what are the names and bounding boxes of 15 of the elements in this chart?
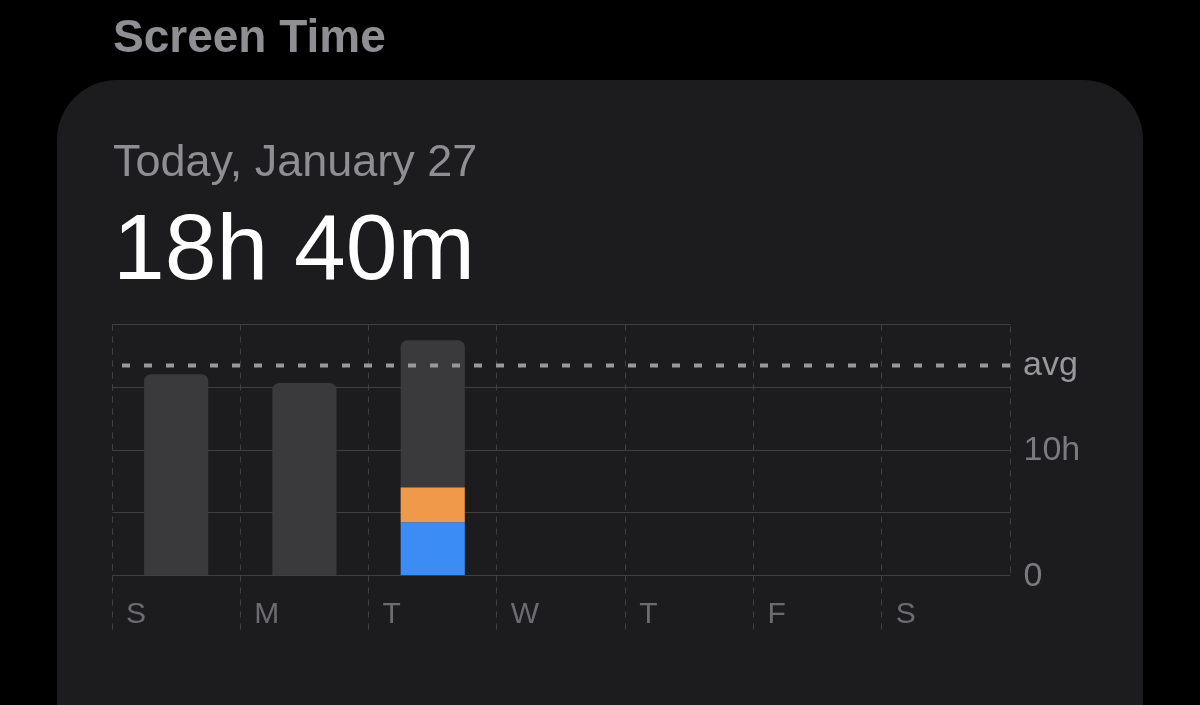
bar xyxy=(400,487,465,523)
x-tick-label: W xyxy=(510,595,540,629)
x-tick-label: T xyxy=(382,595,401,629)
x-tick-label: F xyxy=(767,595,786,629)
x-tick-label: M xyxy=(254,595,280,629)
x-tick-label: S xyxy=(895,595,916,629)
y-tick-label: 10h xyxy=(1023,429,1081,467)
y-tick-label: 0 xyxy=(1023,554,1043,593)
x-tick-label: T xyxy=(639,595,658,629)
ref-line-label: avg xyxy=(1023,344,1078,383)
text: 18h 40m xyxy=(113,195,475,299)
chart-title: Screen Time xyxy=(113,10,386,62)
x-tick-label: S xyxy=(126,595,147,629)
bar xyxy=(400,522,465,575)
chart-subtitle: Today, January 27 xyxy=(113,135,478,186)
